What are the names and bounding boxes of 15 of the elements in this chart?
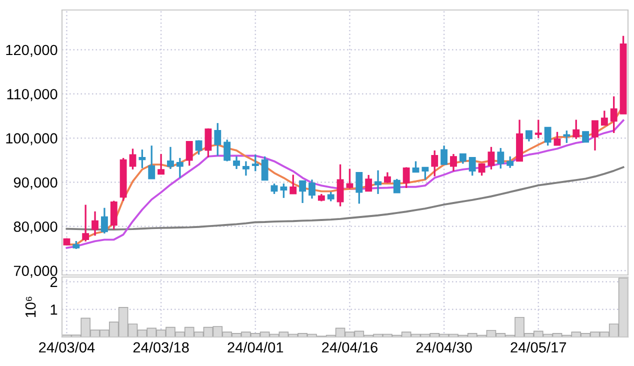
- y-tick-label: 2: [50, 276, 58, 287]
- x-tick-label: 24/03/04: [39, 342, 95, 353]
- x-tick-label: 24/03/18: [133, 342, 189, 353]
- y-tick-label: 1: [50, 304, 58, 315]
- y-tick-label: 110,000: [7, 89, 58, 102]
- y-tick-label: 120,000: [6, 44, 58, 57]
- y-axis-title: 10⁶: [25, 296, 36, 317]
- x-tick-label: 24/05/17: [510, 342, 566, 353]
- y-tick-label: 90,000: [14, 177, 58, 190]
- x-tick-label: 24/04/16: [322, 342, 378, 353]
- y-tick-label: 100,000: [6, 133, 58, 146]
- y-tick-label: 70,000: [14, 266, 58, 278]
- y-tick-label: 80,000: [14, 222, 58, 234]
- x-tick-label: 24/04/30: [416, 342, 472, 353]
- x-tick-label: 24/04/01: [228, 342, 284, 353]
